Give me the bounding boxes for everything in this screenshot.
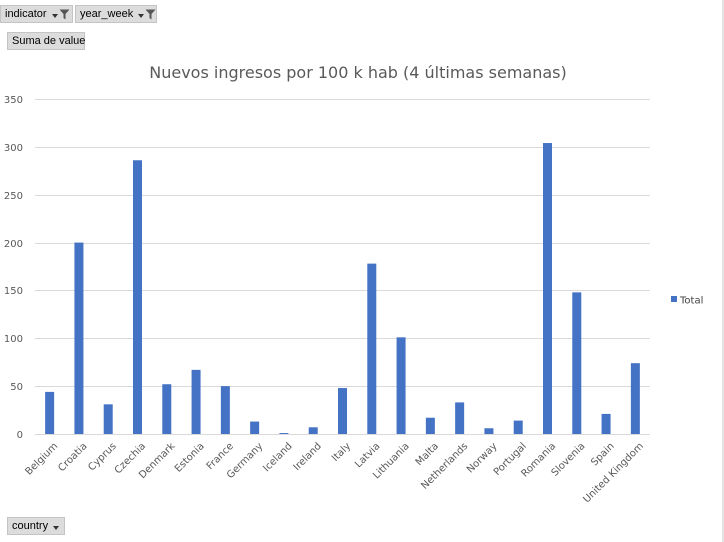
x-tick-label: Malta [414,441,441,468]
legend-swatch [671,296,677,302]
chart-title: Nuevos ingresos por 100 k hab (4 últimas… [149,63,566,82]
bar-norway[interactable] [484,428,494,434]
x-tick-label: Italy [330,441,353,464]
y-tick-label: 200 [4,239,23,250]
legend-label: Total [679,296,703,307]
bar-romania[interactable] [543,143,552,434]
values-field-button[interactable]: Suma de value [7,32,85,50]
y-tick-label: 50 [10,382,23,393]
dropdown-arrow-icon [53,525,60,530]
bar-italy[interactable] [338,388,347,434]
y-tick-label: 0 [17,430,23,441]
indicator-filter-label: indicator [5,8,47,20]
bar-lithuania[interactable] [396,337,406,434]
country-axis-field-button[interactable]: country [7,517,65,535]
y-tick-label: 100 [4,334,23,345]
x-tick-label: Estonia [173,441,207,475]
legend[interactable]: Total [671,296,703,307]
y-tick-label: 350 [4,95,23,106]
y-axis-ticks: 0 50 100 150 200 250 300 350 [4,95,23,441]
x-tick-label: Belgium [24,441,61,478]
dropdown-arrow-icon [51,13,58,18]
x-tick-label: Ireland [292,441,324,473]
y-tick-label: 250 [4,191,23,202]
bar-iceland[interactable] [279,433,289,434]
bar-france[interactable] [220,386,230,434]
bar-spain[interactable] [601,413,611,434]
bar-portugal[interactable] [513,420,523,434]
indicator-filter-button[interactable]: indicator [0,5,73,23]
dropdown-arrow-icon [138,13,145,18]
bars [45,143,640,434]
x-tick-label: Iceland [261,441,294,474]
bar-belgium[interactable] [45,391,55,434]
bar-malta[interactable] [425,417,435,434]
filter-funnel-icon [59,9,70,20]
filter-funnel-icon [145,9,156,20]
y-tick-label: 150 [4,286,23,297]
bar-denmark[interactable] [162,384,172,434]
bar-croatia[interactable] [74,242,84,434]
x-tick-label: Spain [589,441,617,469]
bar-ireland[interactable] [308,427,318,434]
bar-united-kingdom[interactable] [630,363,640,434]
bar-czechia[interactable] [133,160,142,434]
year-week-filter-label: year_week [80,8,134,20]
bar-netherlands[interactable] [455,402,465,434]
x-axis-ticks: BelgiumCroatiaCyprusCzechiaDenmarkEstoni… [24,441,646,506]
bar-cyprus[interactable] [103,404,113,434]
bar-estonia[interactable] [191,369,201,434]
values-field-label: Suma de value [12,35,86,47]
bar-latvia[interactable] [367,263,377,434]
year-week-filter-button[interactable]: year_week [75,5,157,23]
bar-slovenia[interactable] [572,292,582,434]
y-tick-label: 300 [4,143,23,154]
country-axis-field-label: country [12,520,49,532]
bar-germany[interactable] [250,421,260,434]
window-edge-divider [722,0,724,542]
gridlines [35,99,650,435]
x-tick-label: Croatia [56,441,89,474]
